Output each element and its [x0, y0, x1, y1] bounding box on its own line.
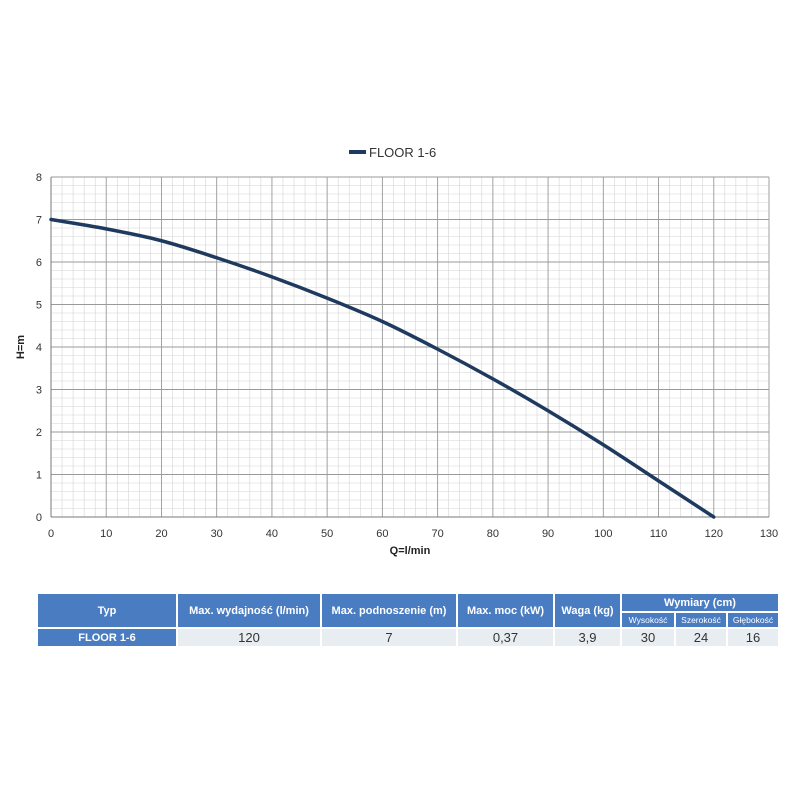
spec-table: Typ Max. wydajność (l/min) Max. podnosze…	[36, 592, 780, 648]
x-tick-label: 130	[760, 528, 778, 540]
header-typ: Typ	[38, 594, 176, 627]
header-height: Wysokość	[622, 613, 674, 627]
x-tick-label: 10	[100, 528, 112, 540]
series-line-floor-1-6	[49, 217, 716, 519]
legend-label: FLOOR 1-6	[369, 145, 436, 160]
cell-depth: 16	[728, 629, 779, 646]
cell-weight: 3,9	[555, 629, 620, 646]
cell-max-head: 7	[322, 629, 456, 646]
x-tick-label: 30	[211, 528, 223, 540]
y-tick-label: 5	[36, 300, 42, 312]
axis-ticks: 0 10 20 30 40 50 60 70 80 90 100 110 120 130 0 1 2 3 4 5 6 7 8	[36, 172, 778, 540]
series-layer	[49, 217, 716, 519]
header-max-power: Max. moc (kW)	[458, 594, 553, 627]
y-tick-label: 2	[36, 427, 42, 439]
y-tick-label: 4	[36, 342, 42, 354]
x-tick-label: 70	[431, 528, 443, 540]
cell-width: 24	[676, 629, 726, 646]
header-width: Szerokość	[676, 613, 726, 627]
table-row: FLOOR 1-6 120 7 0,37 3,9 30 24 16	[38, 629, 779, 646]
y-tick-label: 1	[36, 470, 42, 482]
y-tick-label: 3	[36, 385, 42, 397]
legend: FLOOR 1-6	[349, 145, 436, 160]
x-tick-label: 0	[48, 528, 54, 540]
x-tick-label: 110	[650, 528, 668, 540]
cell-typ: FLOOR 1-6	[38, 629, 176, 646]
y-tick-label: 0	[36, 512, 42, 524]
y-tick-label: 6	[36, 257, 42, 269]
cell-height: 30	[622, 629, 674, 646]
header-dimensions: Wymiary (cm)	[622, 594, 779, 611]
x-tick-label: 80	[487, 528, 499, 540]
header-weight: Waga (kg)	[555, 594, 620, 627]
x-tick-label: 50	[321, 528, 333, 540]
header-max-flow: Max. wydajność (l/min)	[178, 594, 320, 627]
x-tick-label: 120	[705, 528, 723, 540]
pump-curve-chart: 0 10 20 30 40 50 60 70 80 90 100 110 120 130 0 1 2 3 4 5 6 7 8…	[15, 145, 778, 557]
x-tick-label: 20	[155, 528, 167, 540]
y-axis-title: H=m	[15, 335, 27, 359]
cell-max-flow: 120	[178, 629, 320, 646]
x-axis-title: Q=l/min	[390, 545, 431, 557]
x-tick-label: 60	[376, 528, 388, 540]
cell-max-power: 0,37	[458, 629, 553, 646]
x-tick-label: 90	[542, 528, 554, 540]
header-depth: Głębokość	[728, 613, 779, 627]
header-max-head: Max. podnoszenie (m)	[322, 594, 456, 627]
y-tick-label: 7	[36, 215, 42, 227]
y-tick-label: 8	[36, 172, 42, 184]
x-tick-label: 40	[266, 528, 278, 540]
x-tick-label: 100	[594, 528, 612, 540]
grid	[50, 176, 770, 518]
